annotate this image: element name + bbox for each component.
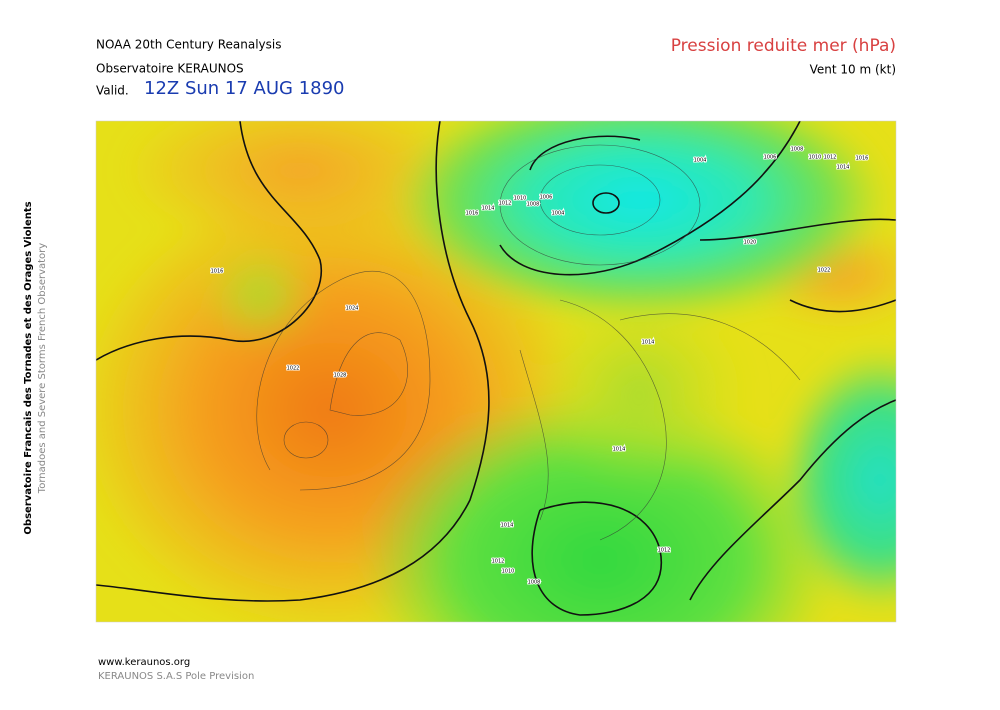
subtitle: Observatoire KERAUNOS (96, 62, 244, 76)
side-text: Tornadoes and Severe Storms French Obser… (37, 243, 48, 494)
parameter: Pression reduite mer (hPa) (671, 36, 896, 56)
isobar-label: 1012 (824, 155, 837, 161)
isobar-label: 1024 (346, 306, 359, 312)
isobar-label: 1014 (613, 447, 626, 453)
side-text: Observatoire Francais des Tornades et de… (23, 201, 34, 534)
isobar-label: 1006 (764, 155, 777, 161)
isobar-label: 1010 (502, 569, 515, 575)
isobar-label: 1006 (540, 195, 553, 201)
isobar-label: 1010 (514, 196, 527, 202)
isobar-label: 1012 (499, 201, 512, 207)
isobar-label: 1004 (552, 211, 565, 217)
isobar-label: 1008 (791, 147, 804, 153)
isobar-label: 1016 (466, 211, 479, 217)
footer-url: www.keraunos.org (98, 657, 190, 668)
isobar-label: 1022 (287, 366, 300, 372)
footer-company: KERAUNOS S.A.S Pole Prevision (98, 671, 254, 682)
isobar-label: 1010 (809, 155, 822, 161)
map: 1016 1024 1022 1028 1016 1014 1012 1010 … (96, 121, 896, 622)
isobar-label: 1016 (211, 269, 224, 275)
isobar-label: 1014 (837, 165, 850, 171)
title: NOAA 20th Century Reanalysis (96, 38, 281, 52)
valid-label: Valid. (96, 84, 129, 98)
isobar-label: 1004 (694, 158, 707, 164)
isobar-label: 1008 (527, 202, 540, 208)
isobar-labels: 1016 1024 1022 1028 1016 1014 1012 1010 … (210, 146, 870, 587)
isobar-label: 1020 (744, 240, 757, 246)
isobar-label: 1008 (528, 580, 541, 586)
isobar-label: 1022 (818, 268, 831, 274)
isobar-label: 1014 (482, 206, 495, 212)
isobar-label: 1014 (642, 340, 655, 346)
map-frame (95, 120, 897, 623)
isobar-label: 1012 (658, 548, 671, 554)
isobar-label: 1014 (501, 523, 514, 529)
isobar-label: 1012 (492, 559, 505, 565)
isobar-label: 1016 (856, 156, 869, 162)
isobar-label: 1028 (334, 373, 347, 379)
valid-time: 12Z Sun 17 AUG 1890 (144, 78, 345, 99)
wind-label: Vent 10 m (kt) (810, 63, 896, 77)
